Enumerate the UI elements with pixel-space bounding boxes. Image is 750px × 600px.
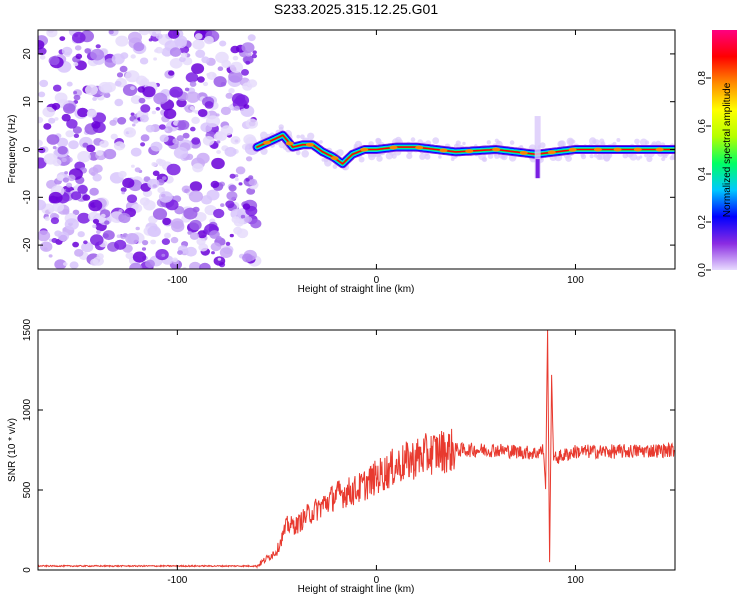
snr-xtick-label: -100 (167, 575, 187, 586)
colorbar-gradient (712, 30, 737, 270)
spectrogram-xtick-label: 100 (567, 275, 584, 286)
snr-ytick-label: 1500 (22, 318, 33, 341)
snr-ytick-label: 0 (22, 567, 33, 573)
spectrogram-ytick-label: -20 (22, 237, 33, 252)
spectrogram-noise (38, 30, 262, 269)
colorbar-tick-label: 0.8 (697, 71, 708, 85)
snr-ylabel: SNR (10 * v/v) (7, 418, 18, 482)
colorbar: 0.0 0.2 0.4 0.6 0.8 Normalized spectral ampl… (697, 30, 737, 277)
spectrogram-artifact (534, 116, 541, 179)
snr-ytick-label: 500 (22, 481, 33, 498)
spectrogram-xtick-label: 0 (374, 275, 380, 286)
snr-xlabel: Height of straight line (km) (298, 584, 415, 595)
colorbar-tick-label: 0.2 (697, 215, 708, 229)
snr-series-line (38, 330, 675, 570)
spectrogram-xlabel: Height of straight line (km) (298, 284, 415, 295)
spectrogram-xtick-label: -100 (167, 275, 187, 286)
snr-xtick-label: 100 (567, 575, 584, 586)
colorbar-label: Normalized spectral amplitude (722, 82, 733, 217)
snr-ytick-label: 1000 (22, 398, 33, 421)
snr-frame (37, 329, 676, 571)
spectrogram-ylabel: Frequency (Hz) (7, 115, 18, 184)
spectrogram-ytick-label: -10 (22, 190, 33, 205)
spectrogram-ytick-label: 10 (22, 96, 33, 108)
spectrogram-signal-band (252, 124, 675, 171)
snr-xtick-label: 0 (374, 575, 380, 586)
colorbar-tick-label: 0.0 (697, 263, 708, 277)
spectrogram-ytick-label: 20 (22, 48, 33, 60)
spectrogram-ytick-label: 0 (22, 146, 33, 152)
figure-title: S233.2025.315.12.25.G01 (274, 1, 438, 17)
colorbar-tick-label: 0.6 (697, 119, 708, 133)
colorbar-tick-label: 0.4 (697, 167, 708, 181)
